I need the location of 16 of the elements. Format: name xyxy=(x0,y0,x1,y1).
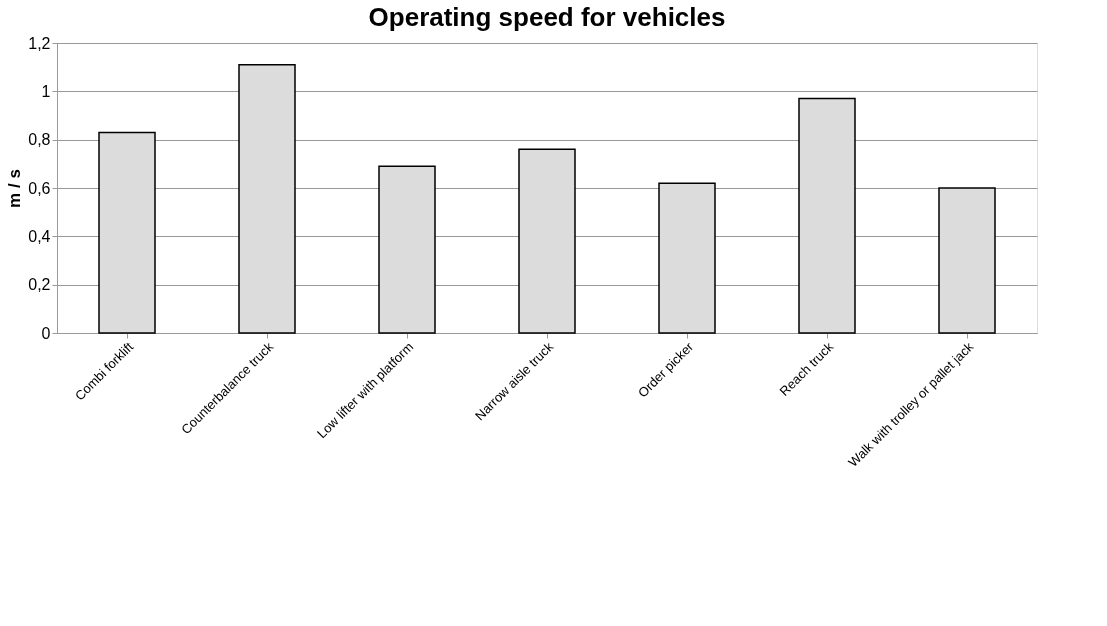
chart-title: Operating speed for vehicles xyxy=(368,2,726,32)
bar xyxy=(98,131,156,334)
y-tick-label: 0 xyxy=(41,324,51,342)
bar xyxy=(378,165,436,334)
bar xyxy=(798,97,856,334)
y-axis-title: m / s xyxy=(5,169,25,208)
y-tick-label: 1 xyxy=(41,82,51,100)
bar xyxy=(938,187,996,334)
y-tick-label: 0,8 xyxy=(28,131,51,149)
y-tick-label: 0,6 xyxy=(28,179,51,197)
bar xyxy=(518,148,576,334)
y-tick-label: 0,4 xyxy=(28,227,51,245)
y-tick-label: 1,2 xyxy=(28,34,51,52)
y-tick-label: 0,2 xyxy=(28,276,51,294)
bar xyxy=(238,64,296,334)
bar xyxy=(658,182,716,334)
